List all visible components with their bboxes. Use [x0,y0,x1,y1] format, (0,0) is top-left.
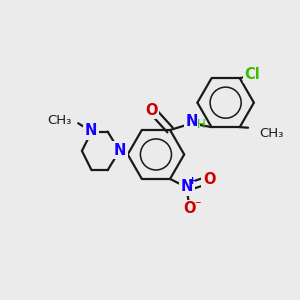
Text: N: N [186,114,198,129]
Text: O: O [146,103,158,118]
Text: CH₃: CH₃ [47,114,72,127]
Text: H: H [196,118,205,130]
Text: ⁻: ⁻ [194,199,200,212]
Text: O: O [203,172,215,187]
Text: N: N [114,143,126,158]
Text: O: O [183,201,196,216]
Text: CH₃: CH₃ [260,127,284,140]
Text: Cl: Cl [245,67,260,82]
Text: N: N [181,179,193,194]
Text: N: N [85,124,97,139]
Text: +: + [188,176,198,186]
